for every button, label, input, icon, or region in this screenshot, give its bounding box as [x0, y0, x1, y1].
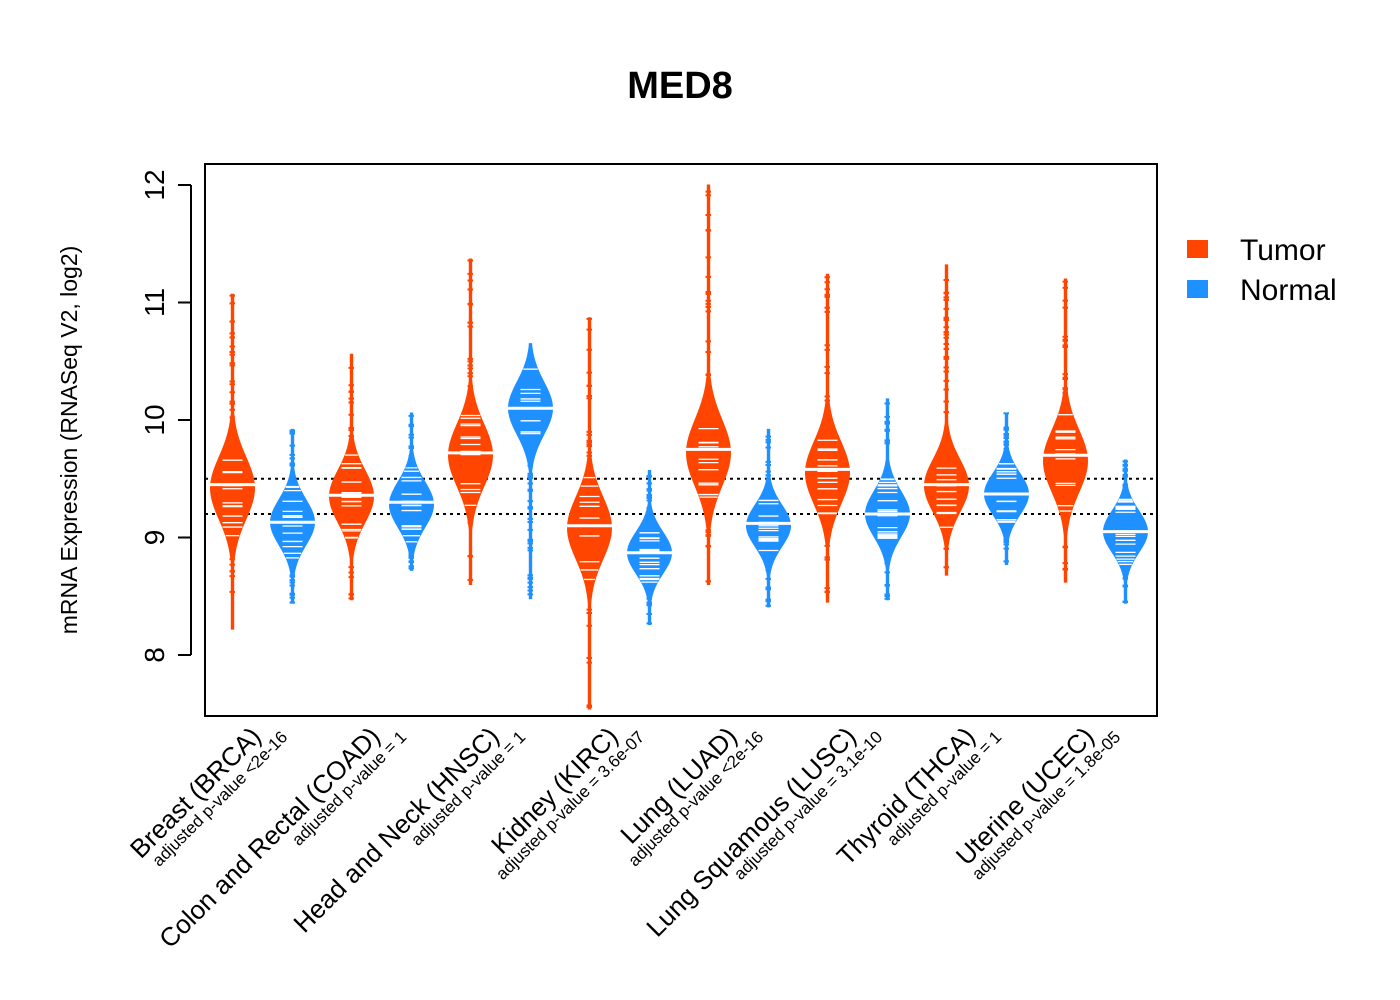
chart-title: MED8 [627, 65, 733, 107]
violin-normal-4 [746, 428, 791, 608]
violin-normal-5 [865, 398, 910, 601]
violin-normal-2 [508, 343, 553, 600]
legend-swatch-normal [1187, 280, 1208, 298]
y-tick-label: 11 [139, 288, 170, 317]
violin-tumor-1 [329, 353, 374, 601]
legend-label-tumor: Tumor [1240, 234, 1326, 267]
y-tick-label: 8 [139, 647, 170, 663]
plot-frame [204, 163, 1158, 717]
y-axis-label: mRNA Expression (RNASeq V2, log2) [56, 246, 82, 635]
y-tick-label: 12 [139, 169, 170, 200]
violin-tumor-0 [210, 293, 255, 630]
violin-normal-3 [627, 470, 672, 625]
y-tick-label: 10 [139, 404, 170, 435]
legend-label-normal: Normal [1240, 274, 1337, 307]
violin-tumor-3 [567, 317, 612, 710]
violin-tumor-6 [924, 264, 969, 576]
violin-tumor-4 [686, 184, 731, 585]
y-tick-label: 9 [139, 530, 170, 546]
violin-normal-1 [389, 412, 434, 571]
violin-tumor-2 [448, 258, 493, 585]
violin-normal-6 [984, 412, 1029, 566]
legend-swatch-tumor [1187, 240, 1208, 258]
violin-normal-0 [269, 428, 316, 604]
legend: Tumor Normal [1187, 234, 1337, 307]
violin-tumor-5 [805, 273, 850, 603]
